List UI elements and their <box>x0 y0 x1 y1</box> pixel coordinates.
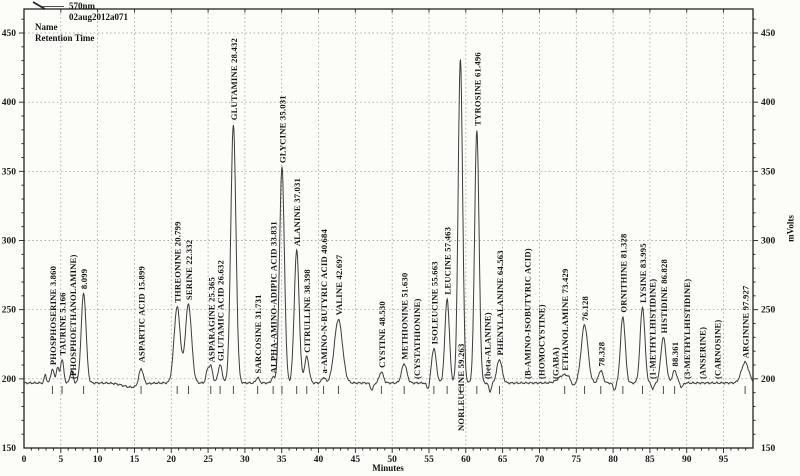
legend-retention-time-label: Retention Time <box>35 32 95 43</box>
y-tick-label-right: 250 <box>761 306 776 316</box>
x-tick-label: 0 <box>22 455 27 465</box>
legend-channel-label: 570nm <box>69 1 96 11</box>
peak-label: ARGININE 97.927 <box>741 285 751 358</box>
x-tick-label: 60 <box>461 455 471 465</box>
x-tick-label: 80 <box>608 455 618 465</box>
peak-label: ISOLEUCINE 55.663 <box>429 261 439 344</box>
x-tick-label: 55 <box>424 455 434 465</box>
legend-series-line-icon <box>42 5 64 7</box>
peak-label: SERINE 22.332 <box>184 240 194 300</box>
x-tick-label: 30 <box>240 455 250 465</box>
peak-label: ALPHA-AMINO-ADIPIC ACID 33.831 <box>269 221 279 373</box>
peak-label: GLYCINE 35.031 <box>277 95 287 163</box>
peak-label: 78.328 <box>596 341 606 366</box>
y-tick-label-right: 450 <box>761 29 776 39</box>
peak-label: GLUTAMINE 28.432 <box>229 38 239 120</box>
y-tick-label-right: 200 <box>761 375 776 385</box>
peak-label: (CYSTATHIONINE) <box>412 298 422 379</box>
x-tick-label: 10 <box>93 455 103 465</box>
plot-frame <box>23 8 754 449</box>
x-tick-label: 85 <box>645 455 655 465</box>
scan-artifact-mark <box>32 1 46 10</box>
peak-label: PHENYLALANINE 64.563 <box>495 250 505 355</box>
legend-name-label: Name <box>35 22 58 32</box>
y-tick-label-right: 300 <box>761 237 776 247</box>
y-axis-title: mVolts <box>785 215 796 242</box>
peak-label: SARCOSINE 31.731 <box>253 294 263 373</box>
y-tick-label-right: 150 <box>761 444 776 454</box>
x-tick-label: 90 <box>682 455 692 465</box>
peak-label: ETHANOLAMINE 73.429 <box>560 269 570 371</box>
y-tick-label-left: 350 <box>2 167 17 177</box>
peak-label: METHIONINE 51.630 <box>400 273 410 360</box>
x-tick-label: 70 <box>535 455 545 465</box>
peak-label: ORNITHINE 81.328 <box>618 233 628 313</box>
peak-label: NORLEUCINE 59.263 <box>456 344 466 431</box>
peak-label: CYSTINE 48.530 <box>377 301 387 368</box>
peak-label: ASPARAGINE 25.365 <box>206 277 216 362</box>
peak-label: CITRULLINE 38.398 <box>302 269 312 353</box>
x-tick-label: 15 <box>130 455 140 465</box>
x-tick-label: 50 <box>387 455 397 465</box>
legend-run-id: 02aug2012a071 <box>69 11 129 22</box>
peak-label: LYSINE 83.995 <box>638 243 648 303</box>
y-tick-label-left: 450 <box>2 29 17 39</box>
peak-label: 8.099 <box>79 269 89 289</box>
peak-label: ASPARTIC ACID 15.899 <box>137 266 147 362</box>
peak-label: 88.361 <box>670 342 680 367</box>
peak-label: (3-METHYLHISTIDINE) <box>682 279 692 379</box>
x-tick-label: 20 <box>167 455 177 465</box>
peak-label: PHOSPHOSERINE 3.860 <box>48 266 58 365</box>
peak-label: (beta-ALANINE) <box>483 312 493 379</box>
peak-label: (PHOSPHOETHANOLAMINE) <box>68 254 78 379</box>
peak-label: TYROSINE 61.496 <box>472 52 482 126</box>
peak-label: (1-METHYLHISTIDINE) <box>648 279 658 379</box>
peak-label: (CARNOSINE) <box>712 320 722 380</box>
peak-label: THREONINE 20.799 <box>173 221 183 303</box>
x-tick-label: 45 <box>351 455 361 465</box>
x-tick-label: 95 <box>719 455 729 465</box>
y-tick-label-left: 150 <box>2 444 17 454</box>
chromatogram-trace <box>23 59 754 393</box>
peak-label: (GABA) <box>550 347 560 379</box>
peak-label: VALINE 42.697 <box>334 254 344 315</box>
x-tick-label: 40 <box>314 455 324 465</box>
peak-label: TAURINE 5.166 <box>58 292 68 356</box>
y-tick-label-left: 250 <box>2 306 17 316</box>
peak-label: GLUTAMIC ACID 26.632 <box>216 260 226 361</box>
x-tick-label: 75 <box>572 455 582 465</box>
peak-label: HISTIDINE 86.828 <box>659 258 669 333</box>
peak-label: 76.128 <box>580 296 590 321</box>
peak-label: (HOMOCYSTINE) <box>536 304 546 379</box>
peak-label: (B-AMINO-ISOBUTYRIC ACID) <box>522 248 532 379</box>
y-tick-label-right: 400 <box>761 98 776 108</box>
peak-label: ALANINE 37.031 <box>292 178 302 246</box>
peak-label: a-AMINO-N-BUTYRIC ACID 40.684 <box>319 228 329 373</box>
legend: 570nm 02aug2012a071 Name Retention Time <box>35 1 128 43</box>
y-tick-label-right: 350 <box>761 167 776 177</box>
x-tick-label: 65 <box>498 455 508 465</box>
peak-label: LEUCINE 57.463 <box>443 227 453 295</box>
x-tick-label: 35 <box>277 455 287 465</box>
x-tick-label: 25 <box>203 455 213 465</box>
y-tick-label-left: 200 <box>2 375 17 385</box>
peak-label: (ANSERINE) <box>698 327 708 379</box>
x-axis-title: Minutes <box>372 463 404 473</box>
y-tick-label-left: 400 <box>2 98 17 108</box>
x-tick-label: 5 <box>58 455 63 465</box>
y-tick-label-left: 300 <box>2 237 17 247</box>
